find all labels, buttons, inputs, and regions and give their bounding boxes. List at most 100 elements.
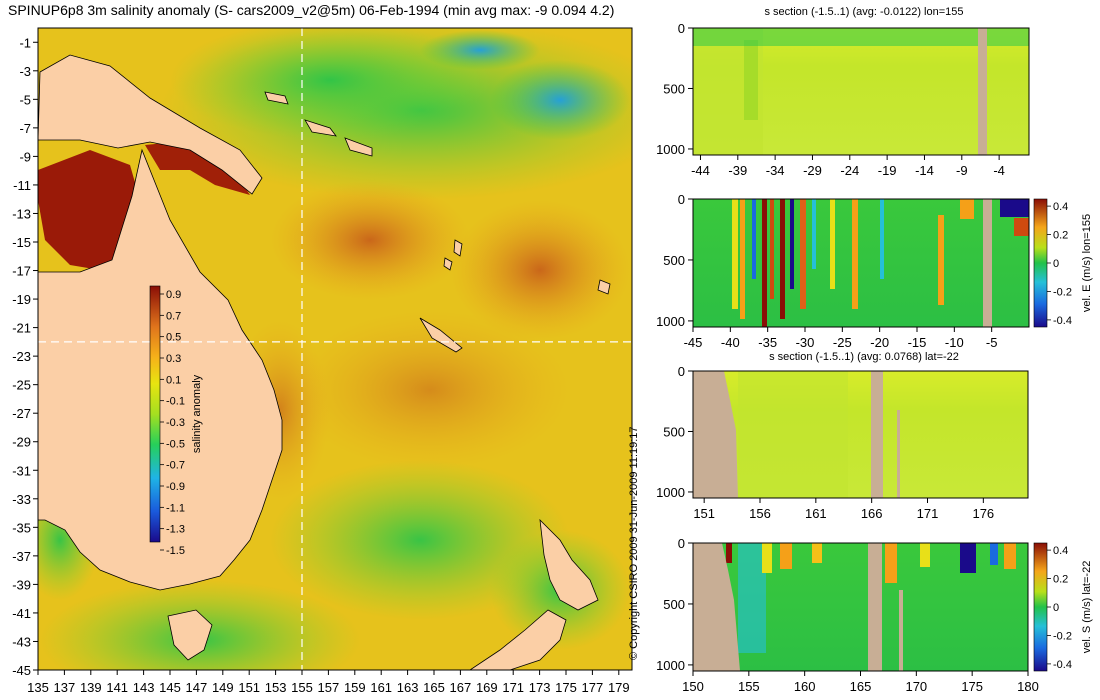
colorbar-tick-label: 0.4 — [1053, 545, 1068, 557]
velocity-streak — [1000, 199, 1029, 217]
velocity-streak — [738, 543, 766, 653]
velocity-streak — [960, 543, 976, 573]
map-x-tick-label: 177 — [582, 680, 604, 695]
map-blob — [420, 30, 540, 70]
velocity-streak — [790, 199, 794, 289]
section-land — [871, 371, 883, 498]
map-x-tick-label: 147 — [186, 680, 208, 695]
section-x-tick-label: 151 — [693, 506, 715, 521]
section-x-tick-label: -35 — [758, 335, 777, 350]
island — [264, 91, 289, 105]
section-frame — [692, 370, 1029, 499]
section-x-axis: -45 -40 -35 -30 -25 -20 -15 -10 -5 — [684, 327, 997, 350]
section-x-tick-label: 156 — [749, 506, 771, 521]
colorbar-tick-label: -1.5 — [166, 545, 185, 557]
colorbar-gradient — [149, 285, 161, 543]
colorbar-label: vel. S (m/s) lat=-22 — [1081, 561, 1093, 654]
velocity-streak — [852, 199, 858, 309]
section-y-tick-label: 1000 — [656, 658, 685, 673]
velocity-streak — [800, 199, 806, 309]
section-y-tick-label: 500 — [663, 424, 685, 439]
section-x-tick-label: 160 — [794, 679, 816, 694]
map-x-tick-label: 163 — [397, 680, 419, 695]
map-x-tick-label: 149 — [212, 680, 234, 695]
colorbar-label: salinity anomaly — [191, 374, 203, 453]
map-y-tick-label: -17 — [12, 264, 31, 279]
velocity-streak — [812, 543, 822, 563]
section-x-tick-label: 155 — [738, 679, 760, 694]
section-x-axis: 150 155 160 165 170 175 180 — [682, 671, 1039, 694]
velocity-streak — [762, 543, 772, 573]
map-y-tick-label: -33 — [12, 492, 31, 507]
map-y-tick-label: -39 — [12, 577, 31, 592]
map-x-tick-label: 157 — [318, 680, 340, 695]
colorbar-tick-label: -0.5 — [166, 438, 185, 450]
section-y-tick-label: 1000 — [656, 485, 685, 500]
section-y-tick-label: 0 — [678, 21, 685, 36]
map-x-tick-label: 139 — [80, 680, 102, 695]
map-frame — [37, 27, 633, 671]
map-y-axis: -1 -3 -5 -7 -9 -11 -13 -15 -17 -19 -21 -23 -25 -27 -29… — [12, 35, 38, 678]
map-y-tick-label: -19 — [12, 292, 31, 307]
section-x-tick-label: -39 — [728, 163, 747, 178]
vanuatu — [443, 257, 453, 271]
colorbar-ticks: 0.4 0.2 0 -0.2 -0.4 — [1047, 545, 1072, 671]
velocity-streak — [726, 543, 732, 563]
section-x-tick-label: -19 — [878, 163, 897, 178]
velocity-streak — [830, 199, 835, 289]
map-y-tick-label: -23 — [12, 349, 31, 364]
colorbar-ticks: 0.4 0.2 0 -0.2 -0.4 — [1047, 201, 1072, 327]
map-blob — [145, 140, 250, 195]
section-land — [693, 371, 738, 498]
map-blob — [270, 180, 470, 300]
map-x-tick-label: 161 — [370, 680, 392, 695]
section-field — [693, 199, 1029, 327]
colorbar-tick-label: -0.2 — [1053, 286, 1072, 298]
colorbar-tick-label: 0.9 — [166, 289, 181, 301]
map-blob — [170, 28, 490, 140]
colorbar-tick-label: 0.7 — [166, 310, 181, 322]
solomon-island — [304, 119, 337, 137]
section-title: s section (-1.5..1) (avg: 0.0768) lat=-2… — [769, 351, 959, 363]
map-x-tick-label: 173 — [529, 680, 551, 695]
page-title: SPINUP6p8 3m salinity anomaly (S- cars20… — [8, 2, 615, 18]
section-x-tick-label: 176 — [972, 506, 994, 521]
velocity-streak — [740, 199, 745, 319]
map-panel: 135 137 139 141 143 145 147 149 151 153 155 157 159 1… — [12, 27, 633, 695]
map-blob — [450, 200, 630, 340]
colorbar-tick-label: 0.1 — [166, 374, 181, 386]
map-x-tick-label: 159 — [344, 680, 366, 695]
map-x-tick-label: 175 — [555, 680, 577, 695]
map-y-tick-label: -37 — [12, 549, 31, 564]
colorbar-tick-label: -0.7 — [166, 460, 185, 472]
map-x-tick-label: 167 — [450, 680, 472, 695]
colorbar-tick-label: -0.1 — [166, 396, 185, 408]
map-y-tick-label: -1 — [19, 35, 31, 50]
map-y-tick-label: -21 — [12, 321, 31, 336]
map-x-tick-label: 165 — [423, 680, 445, 695]
map-y-tick-label: -15 — [12, 235, 31, 250]
section-x-tick-label: 166 — [861, 506, 883, 521]
section-x-tick-label: -9 — [956, 163, 968, 178]
section-x-tick-label: -14 — [915, 163, 934, 178]
map-x-tick-label: 143 — [133, 680, 155, 695]
colorbar-tick-label: -0.9 — [166, 481, 185, 493]
map-y-tick-label: -35 — [12, 520, 31, 535]
map-y-tick-label: -41 — [12, 606, 31, 621]
section-x-tick-label: 150 — [682, 679, 704, 694]
section-land — [978, 28, 987, 155]
velocity-colorbar — [1033, 198, 1048, 328]
velocity-streak — [885, 543, 897, 583]
map-y-tick-label: -27 — [12, 406, 31, 421]
section-x-tick-label: -29 — [803, 163, 822, 178]
map-x-tick-label: 155 — [291, 680, 313, 695]
section-x-tick-label: 161 — [805, 506, 827, 521]
section-x-tick-label: -24 — [840, 163, 859, 178]
new-guinea — [38, 54, 263, 195]
section-land — [983, 199, 992, 327]
velocity-streak — [752, 199, 756, 279]
section-y-tick-label: 1000 — [656, 314, 685, 329]
map-x-tick-label: 141 — [106, 680, 128, 695]
map-y-tick-label: -13 — [12, 206, 31, 221]
